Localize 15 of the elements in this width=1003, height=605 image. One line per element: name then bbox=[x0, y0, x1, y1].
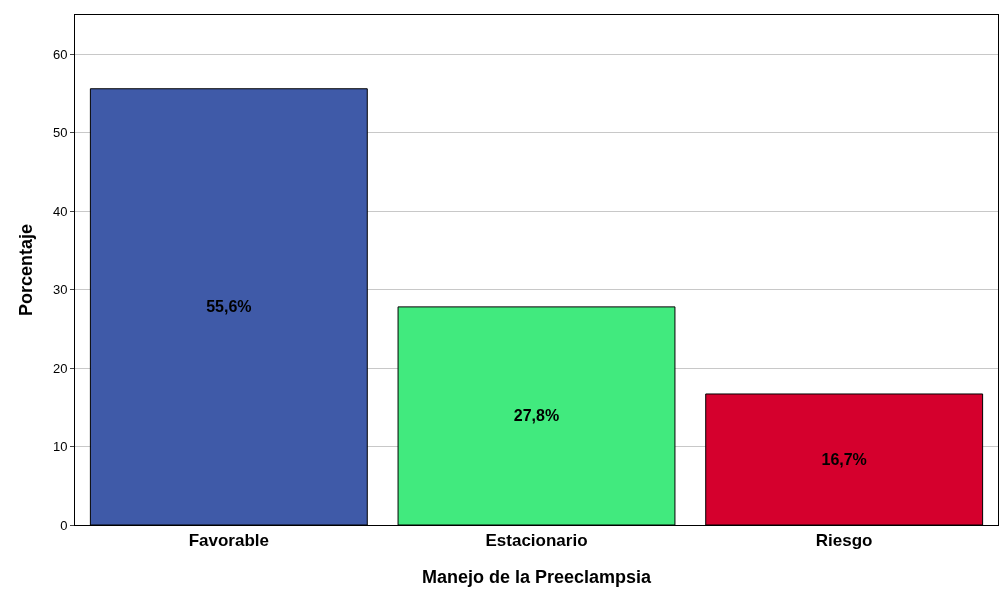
y-tick-label: 60 bbox=[52, 46, 68, 62]
x-tick-label: Favorable bbox=[188, 531, 269, 551]
y-tick-label: 20 bbox=[52, 360, 68, 376]
y-tick-label: 0 bbox=[60, 517, 68, 533]
x-tick-label: Estacionario bbox=[485, 531, 588, 551]
x-axis-title: Manejo de la Preeclampsia bbox=[421, 566, 653, 587]
y-axis-title: Porcentaje bbox=[16, 223, 37, 317]
data-label: 16,7% bbox=[821, 450, 867, 468]
data-label: 55,6% bbox=[206, 298, 252, 316]
y-tick-label: 10 bbox=[52, 439, 68, 455]
y-tick-label: 50 bbox=[52, 125, 68, 141]
data-label: 27,8% bbox=[513, 407, 560, 425]
y-tick-label: 40 bbox=[52, 203, 68, 219]
x-tick-label: Riesgo bbox=[815, 531, 873, 551]
y-tick-label: 30 bbox=[52, 282, 68, 298]
